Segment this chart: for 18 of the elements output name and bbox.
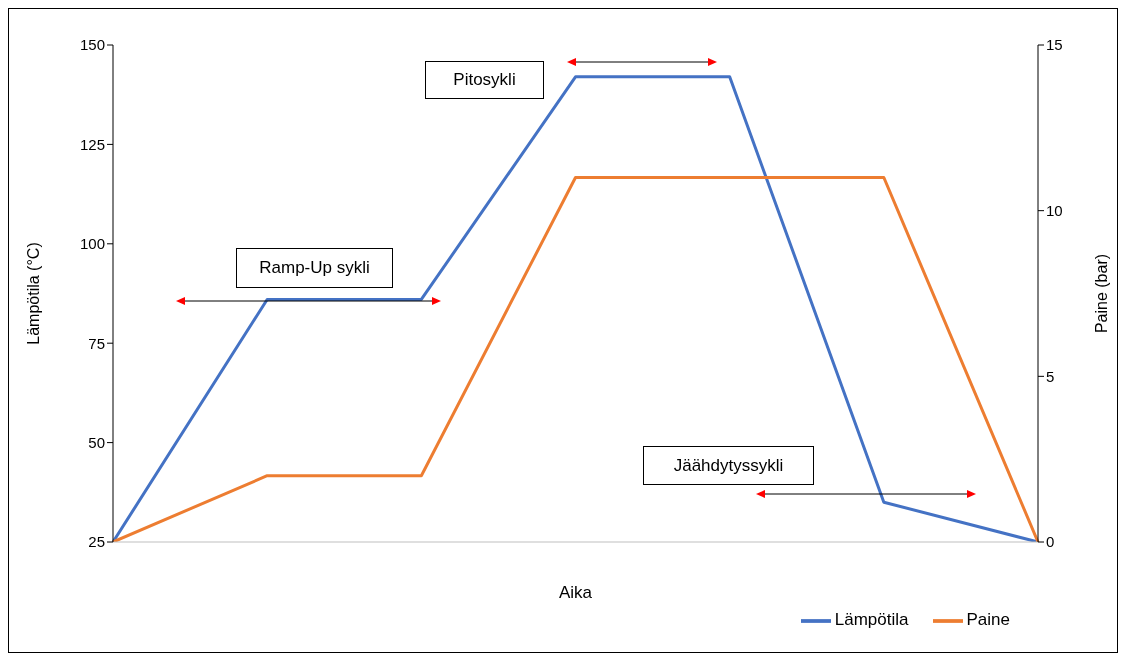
y-axis-title: Lämpötila (°C): [24, 242, 42, 345]
text-box: Ramp-Up sykli: [236, 248, 393, 288]
y2-tick-label: 5: [1046, 367, 1055, 385]
y-tick-label: 25: [88, 533, 105, 551]
legend-label: Paine: [966, 610, 1010, 630]
y2-axis-title: Paine (bar): [1092, 253, 1110, 334]
text-box: Jäähdytyssykli: [643, 446, 814, 485]
text-box: Pitosykli: [425, 61, 544, 99]
y-tick-label: 150: [79, 36, 105, 54]
y2-tick-label: 10: [1046, 201, 1063, 219]
y2-tick-label: 15: [1046, 36, 1063, 54]
y-tick-label: 75: [88, 334, 105, 352]
y2-tick-label: 0: [1046, 533, 1055, 551]
y-tick-label: 50: [88, 433, 105, 451]
legend-label: Lämpötila: [834, 610, 909, 630]
y-tick-label: 100: [79, 235, 105, 253]
x-axis-title: Aika: [558, 583, 593, 603]
y-tick-label: 125: [79, 135, 105, 153]
